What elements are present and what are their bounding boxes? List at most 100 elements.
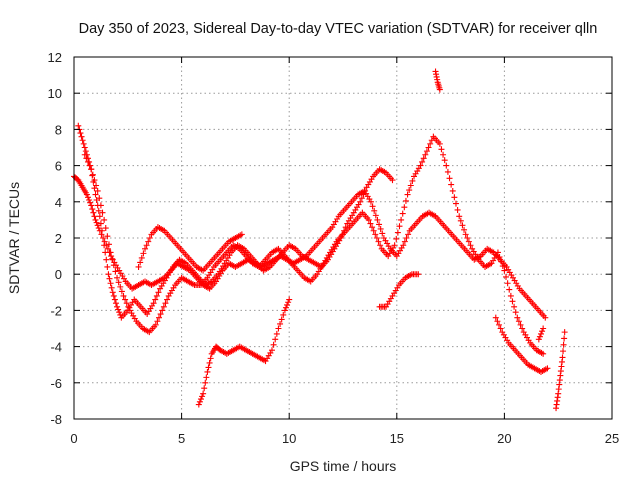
data-point (280, 311, 287, 318)
data-point (391, 242, 398, 249)
x-tick-label: 20 (497, 431, 511, 446)
data-point (84, 194, 91, 201)
data-point (497, 325, 504, 332)
y-tick-label: -6 (50, 376, 62, 391)
data-point (498, 258, 505, 265)
data-point (96, 195, 103, 202)
y-tick-label: 12 (48, 50, 62, 65)
data-point (501, 267, 508, 274)
data-point (394, 229, 401, 236)
data-point (561, 329, 568, 336)
data-point (123, 300, 130, 307)
data-point (146, 235, 153, 241)
data-point (511, 303, 518, 310)
data-point (377, 225, 384, 232)
data-point (86, 162, 93, 169)
x-tick-label: 5 (178, 431, 185, 446)
data-point (420, 155, 427, 162)
data-point (462, 231, 469, 238)
data-point (459, 222, 466, 229)
data-point (92, 191, 99, 198)
data-point (94, 222, 101, 229)
data-point (375, 238, 382, 245)
data-point (389, 177, 396, 184)
x-tick-labels: 0 5 10 15 20 25 (70, 431, 619, 446)
data-point (109, 255, 116, 262)
data-point (99, 209, 106, 216)
data-point (199, 393, 206, 400)
data-point (403, 235, 410, 241)
data-point (451, 194, 458, 201)
data-point (376, 221, 383, 228)
data-point (509, 298, 516, 305)
data-point (110, 262, 117, 269)
data-point (112, 300, 119, 307)
data-point (104, 263, 111, 270)
data-point (92, 216, 99, 223)
data-point (101, 216, 108, 223)
data-point (436, 140, 443, 147)
data-point (396, 223, 403, 230)
data-point (203, 374, 210, 381)
data-point (494, 249, 501, 256)
data-point (456, 213, 463, 220)
data-point (492, 314, 499, 321)
data-point (102, 225, 109, 232)
data-point (372, 212, 379, 219)
data-point (374, 216, 381, 223)
data-point (448, 181, 455, 188)
data-point (101, 242, 108, 249)
data-point (82, 148, 89, 155)
y-tick-labels: -8 -6 -4 -2 0 2 4 6 8 10 12 (48, 50, 62, 427)
data-point (206, 359, 213, 366)
data-point (496, 254, 503, 261)
series-track-e (195, 296, 293, 408)
data-point (84, 158, 91, 165)
data-point (419, 158, 426, 165)
data-point (507, 292, 514, 299)
data-point (153, 292, 160, 299)
data-point (515, 318, 522, 325)
data-point (104, 233, 111, 240)
data-point (542, 314, 549, 321)
data-point (398, 216, 405, 223)
data-point (78, 133, 85, 140)
data-point (401, 204, 408, 211)
data-point (107, 280, 114, 287)
data-point (401, 238, 408, 245)
data-point (452, 200, 459, 207)
data-point (270, 341, 277, 348)
data-point (83, 191, 90, 198)
data-point (423, 148, 430, 155)
data-point (377, 242, 384, 249)
data-point (150, 300, 157, 307)
data-point (155, 289, 162, 296)
data-point (561, 335, 568, 342)
data-point (94, 187, 101, 194)
data-point (116, 309, 123, 316)
data-point (441, 157, 448, 164)
data-point (202, 379, 209, 386)
data-point (273, 330, 280, 337)
data-point (540, 350, 547, 357)
data-point (88, 202, 95, 209)
data-point (87, 199, 94, 206)
data-point (97, 202, 104, 209)
data-point (79, 137, 86, 144)
data-point (93, 219, 100, 226)
data-point (404, 191, 411, 198)
data-point (114, 303, 121, 310)
data-point (105, 271, 112, 278)
data-point (75, 122, 82, 129)
data-point (506, 286, 513, 293)
data-point (440, 151, 447, 158)
data-point (286, 296, 293, 303)
data-point (496, 321, 503, 328)
data-point (371, 207, 378, 214)
data-point (135, 263, 142, 270)
data-point (436, 86, 443, 93)
series-track-f (376, 271, 422, 310)
y-tick-label: 0 (55, 267, 62, 282)
data-point (277, 320, 284, 327)
